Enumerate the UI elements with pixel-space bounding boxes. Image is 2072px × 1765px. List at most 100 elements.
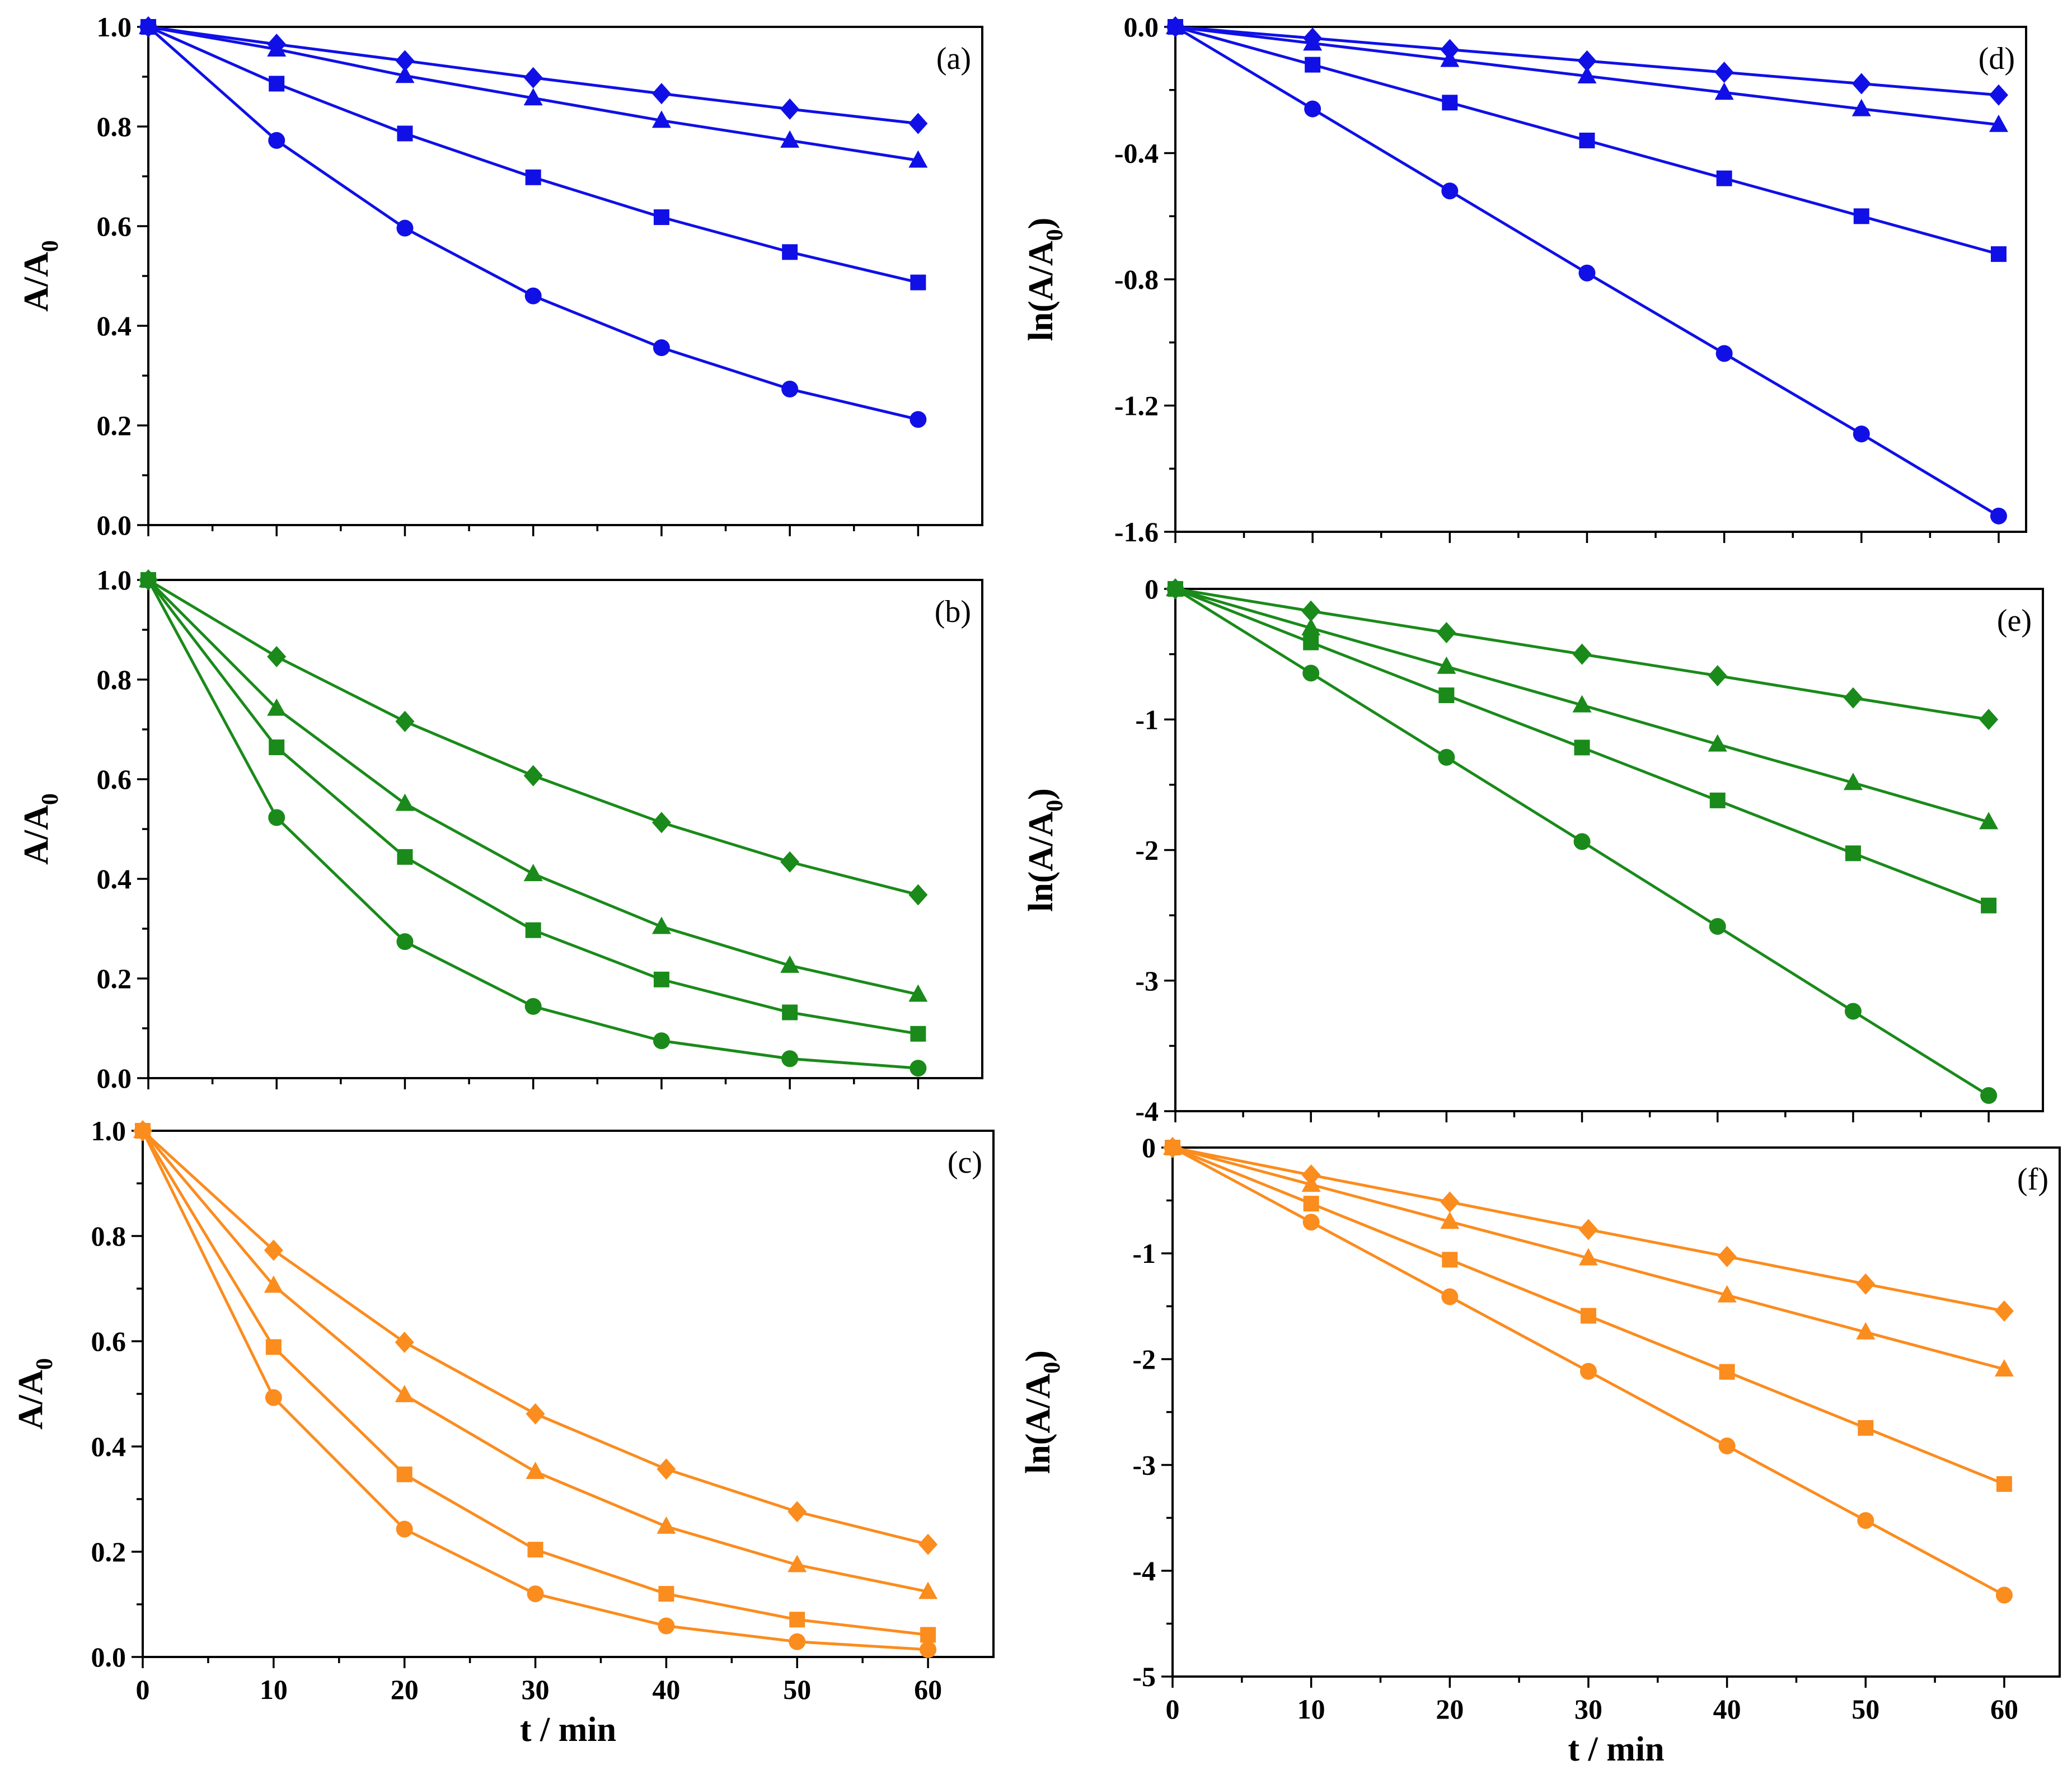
- data-point-circle: [1853, 425, 1870, 443]
- y-tick-label: 0.8: [97, 111, 132, 142]
- y-tick-label: 1.0: [91, 1115, 126, 1146]
- data-point-triangle: [395, 1384, 414, 1402]
- x-tick-label: 30: [1574, 1693, 1602, 1725]
- data-point-diamond: [264, 1239, 283, 1261]
- data-point-circle: [1167, 580, 1184, 597]
- data-point-square: [269, 76, 285, 92]
- x-tick-label: 40: [1713, 1693, 1741, 1725]
- y-tick-label: 0.0: [1124, 11, 1159, 43]
- data-point-diamond: [1437, 622, 1456, 644]
- data-point-triangle: [780, 955, 800, 973]
- data-point-triangle: [523, 864, 543, 882]
- data-point-square: [1574, 739, 1590, 756]
- data-point-diamond: [523, 67, 543, 88]
- data-point-square: [396, 1466, 412, 1482]
- data-point-triangle: [918, 1581, 938, 1599]
- data-point-diamond: [908, 113, 928, 134]
- data-point-triangle: [264, 1275, 283, 1293]
- x-tick-label: 20: [391, 1674, 419, 1705]
- data-point-circle: [396, 933, 414, 951]
- data-point-diamond: [1843, 687, 1863, 709]
- data-point-square: [397, 849, 413, 865]
- data-point-triangle: [395, 793, 415, 811]
- data-point-circle: [781, 1050, 799, 1068]
- data-point-square: [1303, 634, 1319, 650]
- data-point-circle: [1995, 1586, 2013, 1604]
- data-point-diamond: [918, 1533, 938, 1555]
- data-point-circle: [1715, 345, 1733, 362]
- x-tick-label: 30: [522, 1674, 550, 1705]
- data-point-diamond: [526, 1403, 545, 1425]
- data-point-circle: [1441, 182, 1459, 200]
- data-point-square: [265, 1339, 282, 1355]
- data-point-diamond: [267, 646, 287, 668]
- panel-label: (b): [935, 594, 971, 629]
- data-point-square: [1442, 95, 1458, 111]
- series-line-diamond: [147, 578, 919, 896]
- data-point-diamond: [780, 851, 800, 873]
- data-point-square: [525, 922, 541, 938]
- y-tick-label: 0.0: [97, 1062, 132, 1094]
- data-point-diamond: [1856, 1273, 1876, 1295]
- y-tick-label: 0.4: [97, 310, 132, 341]
- y-tick-label: -3: [1135, 965, 1159, 996]
- data-point-square: [782, 244, 798, 260]
- data-point-triangle: [908, 984, 928, 1002]
- data-point-circle: [1302, 664, 1320, 682]
- y-tick-label: 0.6: [91, 1326, 126, 1357]
- data-point-circle: [396, 219, 414, 237]
- y-tick-label: -4: [1132, 1555, 1156, 1586]
- data-point-circle: [653, 1032, 670, 1050]
- data-point-diamond: [787, 1501, 807, 1523]
- x-tick-label: 50: [783, 1674, 811, 1705]
- data-point-triangle: [651, 110, 671, 128]
- data-point-diamond: [1440, 39, 1460, 60]
- data-point-circle: [1573, 833, 1591, 850]
- data-point-triangle: [1979, 812, 1999, 830]
- y-tick-label: 1.0: [97, 11, 132, 43]
- y-tick-label: 0.8: [97, 664, 132, 695]
- y-tick-label: 0: [1142, 1132, 1156, 1163]
- y-tick-label: 1.0: [97, 564, 132, 596]
- data-point-circle: [789, 1633, 806, 1650]
- panel-label: (c): [948, 1145, 982, 1180]
- data-point-square: [1981, 897, 1997, 914]
- data-point-square: [1719, 1364, 1735, 1380]
- data-point-diamond: [1851, 73, 1871, 95]
- data-point-circle: [1857, 1512, 1874, 1529]
- y-tick-label: -1.2: [1114, 390, 1159, 422]
- y-tick-label: -1: [1135, 704, 1159, 735]
- data-point-triangle: [657, 1516, 676, 1534]
- data-point-circle: [910, 1060, 927, 1077]
- y-axis-title: A/A0: [17, 793, 63, 865]
- chart-panel-a: 0.0 0.2 0.4 0.6 0.8 1.0 A/A0 (a): [17, 11, 983, 541]
- data-point-diamond: [1979, 709, 1999, 731]
- y-tick-label: 0.0: [91, 1641, 126, 1673]
- y-tick-label: -0.4: [1114, 138, 1159, 169]
- data-point-square: [920, 1627, 936, 1643]
- data-point-triangle: [651, 916, 671, 934]
- y-tick-label: 0.2: [91, 1536, 126, 1567]
- data-point-triangle: [1989, 114, 2008, 132]
- y-tick-label: -4: [1135, 1095, 1159, 1127]
- data-point-triangle: [1572, 695, 1592, 713]
- y-tick-label: 0: [1145, 573, 1159, 605]
- data-point-circle: [1302, 1214, 1320, 1231]
- data-point-circle: [265, 1389, 282, 1406]
- data-point-diamond: [1572, 643, 1592, 665]
- data-point-square: [653, 971, 669, 987]
- data-point-square: [782, 1004, 798, 1020]
- data-point-diamond: [908, 884, 928, 906]
- x-tick-label: 0: [136, 1674, 150, 1705]
- data-point-triangle: [523, 88, 543, 106]
- y-tick-label: -1: [1132, 1238, 1156, 1269]
- series-line-diamond: [142, 1130, 929, 1546]
- data-point-square: [1716, 170, 1732, 186]
- data-point-circle: [1844, 1003, 1862, 1020]
- y-axis-title: ln(A/A0): [1022, 788, 1068, 912]
- y-tick-label: -1.6: [1114, 516, 1159, 547]
- chart-panel-e: -4 -3 -2 -1 0 ln(A/A0) (e): [1022, 573, 2044, 1127]
- x-tick-label: 10: [1297, 1693, 1325, 1725]
- y-tick-label: 0.6: [97, 210, 132, 242]
- data-point-circle: [396, 1520, 413, 1538]
